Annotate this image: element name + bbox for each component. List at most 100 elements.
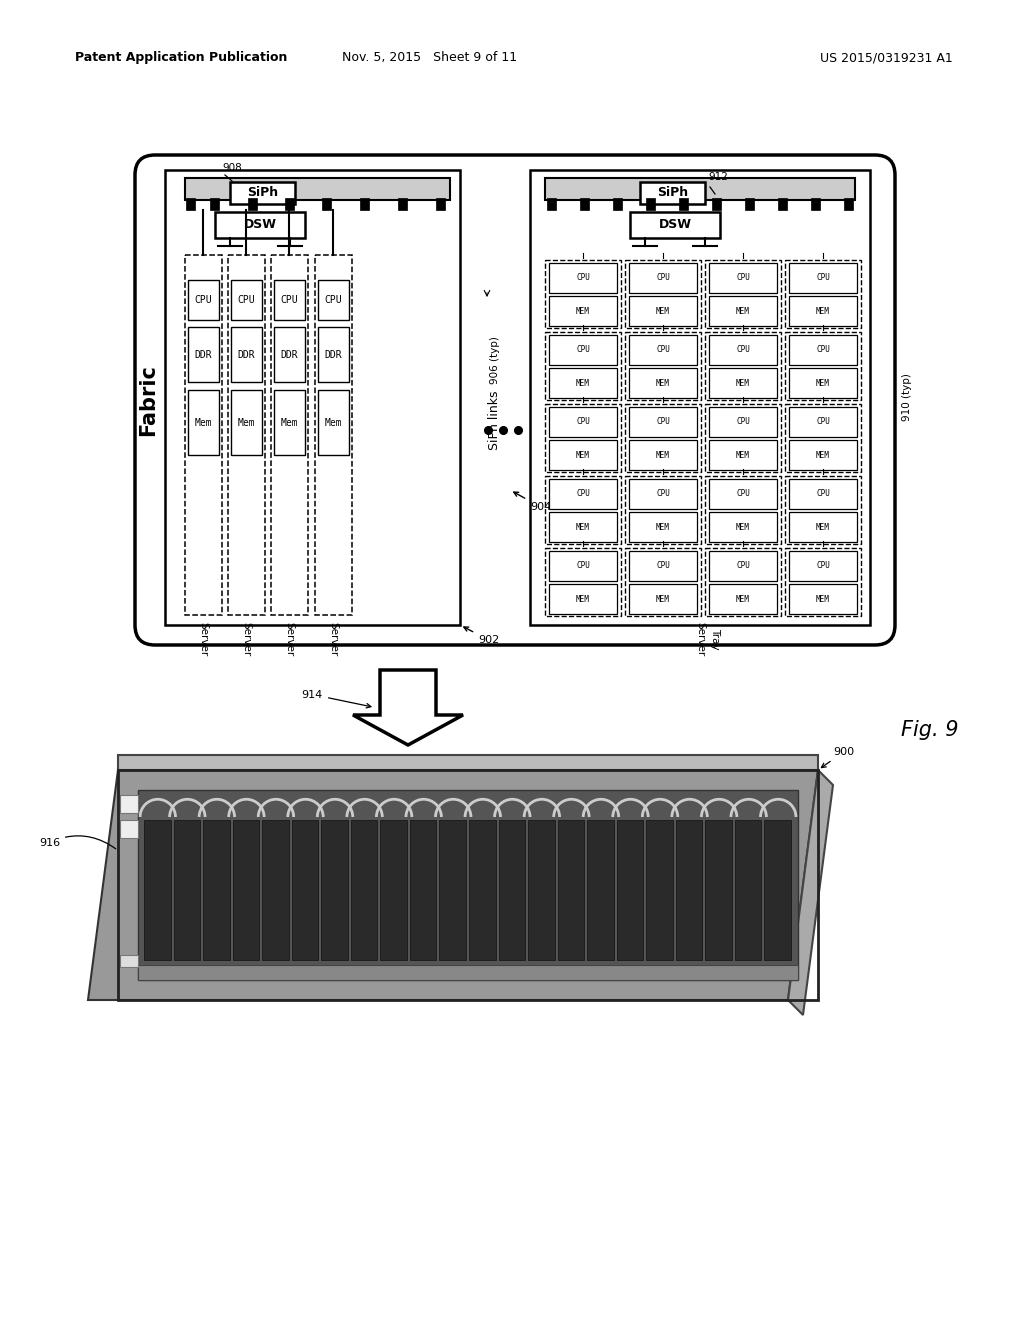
- Bar: [322, 820, 348, 960]
- Bar: [785, 548, 861, 616]
- Text: CPU: CPU: [816, 417, 829, 426]
- Text: CPU: CPU: [577, 346, 590, 355]
- Bar: [351, 820, 378, 960]
- Text: CPU: CPU: [736, 417, 750, 426]
- Bar: [629, 512, 697, 543]
- Bar: [676, 820, 702, 960]
- Bar: [549, 335, 617, 366]
- Text: DDR: DDR: [195, 350, 212, 359]
- Bar: [709, 263, 777, 293]
- Text: CPU: CPU: [736, 561, 750, 570]
- Text: MEM: MEM: [577, 379, 590, 388]
- Bar: [790, 479, 857, 510]
- Text: Nov. 5, 2015   Sheet 9 of 11: Nov. 5, 2015 Sheet 9 of 11: [342, 51, 517, 65]
- Text: DDR: DDR: [238, 350, 255, 359]
- Bar: [790, 407, 857, 437]
- Bar: [545, 260, 621, 327]
- Bar: [705, 477, 781, 544]
- Text: MEM: MEM: [577, 450, 590, 459]
- Bar: [545, 333, 621, 400]
- Bar: [640, 182, 705, 205]
- Bar: [646, 198, 655, 210]
- Text: Tray: Tray: [710, 628, 720, 649]
- Bar: [274, 280, 305, 319]
- Text: MEM: MEM: [816, 379, 829, 388]
- Bar: [706, 820, 732, 960]
- Bar: [545, 477, 621, 544]
- Bar: [790, 296, 857, 326]
- Bar: [785, 260, 861, 327]
- Text: MEM: MEM: [656, 450, 670, 459]
- Text: Server: Server: [285, 622, 295, 656]
- Bar: [785, 404, 861, 473]
- Text: MEM: MEM: [816, 523, 829, 532]
- Bar: [232, 820, 259, 960]
- Bar: [185, 178, 450, 201]
- Bar: [613, 198, 622, 210]
- Bar: [629, 263, 697, 293]
- Bar: [705, 548, 781, 616]
- Text: SiPh: SiPh: [247, 186, 279, 199]
- Bar: [439, 820, 466, 960]
- Bar: [629, 550, 697, 581]
- Text: MEM: MEM: [736, 379, 750, 388]
- Bar: [547, 198, 556, 210]
- Bar: [790, 368, 857, 399]
- Text: MEM: MEM: [736, 523, 750, 532]
- Bar: [380, 820, 407, 960]
- Text: CPU: CPU: [656, 346, 670, 355]
- Bar: [745, 198, 754, 210]
- Bar: [285, 198, 294, 210]
- Bar: [410, 820, 436, 960]
- Text: Mem: Mem: [281, 417, 298, 428]
- Bar: [709, 335, 777, 366]
- Text: CPU: CPU: [656, 273, 670, 282]
- Bar: [709, 479, 777, 510]
- Text: Server: Server: [329, 622, 339, 656]
- Text: CPU: CPU: [816, 561, 829, 570]
- Bar: [545, 548, 621, 616]
- Bar: [629, 440, 697, 470]
- Bar: [436, 198, 445, 210]
- Bar: [262, 820, 289, 960]
- Text: 902: 902: [464, 627, 500, 645]
- Bar: [186, 198, 195, 210]
- Bar: [549, 296, 617, 326]
- Text: 908: 908: [222, 162, 242, 173]
- Bar: [790, 512, 857, 543]
- Text: CPU: CPU: [736, 346, 750, 355]
- Bar: [790, 335, 857, 366]
- Bar: [705, 333, 781, 400]
- Bar: [215, 213, 305, 238]
- Bar: [120, 954, 138, 968]
- Text: CPU: CPU: [656, 490, 670, 499]
- Bar: [231, 327, 262, 381]
- Bar: [274, 389, 305, 455]
- Text: Server: Server: [199, 622, 209, 656]
- Bar: [646, 820, 673, 960]
- Bar: [120, 795, 138, 813]
- Bar: [228, 255, 265, 615]
- Text: Fabric: Fabric: [138, 364, 158, 436]
- Bar: [210, 198, 219, 210]
- Text: CPU: CPU: [736, 490, 750, 499]
- Text: DDR: DDR: [325, 350, 342, 359]
- Text: Patent Application Publication: Patent Application Publication: [75, 51, 288, 65]
- Bar: [360, 198, 369, 210]
- Bar: [173, 820, 200, 960]
- Bar: [629, 368, 697, 399]
- Bar: [203, 820, 229, 960]
- Bar: [469, 820, 496, 960]
- Bar: [144, 820, 171, 960]
- Bar: [165, 170, 460, 624]
- Bar: [398, 198, 407, 210]
- Bar: [735, 820, 762, 960]
- Text: 910 (typ): 910 (typ): [902, 374, 912, 421]
- Bar: [785, 333, 861, 400]
- Text: CPU: CPU: [577, 273, 590, 282]
- Bar: [709, 440, 777, 470]
- Bar: [580, 198, 589, 210]
- Bar: [790, 440, 857, 470]
- Bar: [625, 333, 701, 400]
- Bar: [629, 335, 697, 366]
